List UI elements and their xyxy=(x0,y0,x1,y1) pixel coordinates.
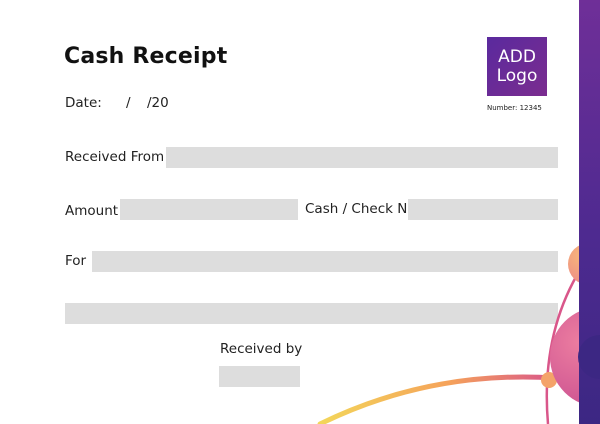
receipt-number: Number: 12345 xyxy=(487,104,542,112)
amount-label: Amount xyxy=(65,203,119,219)
cash-check-field[interactable] xyxy=(408,199,558,220)
purple-side-bar xyxy=(579,0,600,424)
received-by-field[interactable] xyxy=(219,366,300,387)
date-label: Date: xyxy=(65,95,102,111)
received-from-label: Received From xyxy=(65,149,165,165)
received-by-label: Received by xyxy=(220,341,303,357)
for-label: For xyxy=(65,253,87,269)
for-field-line-2[interactable] xyxy=(65,303,558,324)
for-field[interactable] xyxy=(92,251,558,272)
amount-field[interactable] xyxy=(120,199,298,220)
logo-placeholder: ADD Logo xyxy=(487,37,547,96)
received-from-field[interactable] xyxy=(166,147,558,168)
page-title: Cash Receipt xyxy=(64,44,228,69)
logo-text-logo: Logo xyxy=(496,65,538,86)
curved-arc-decoration xyxy=(317,374,558,424)
cash-check-label: Cash / Check No. xyxy=(305,201,420,217)
logo-text-add: ADD xyxy=(498,46,536,67)
small-ball-decoration xyxy=(541,372,557,388)
date-separator-year: /20 xyxy=(147,95,169,111)
date-separator-day-month: / xyxy=(126,95,131,111)
